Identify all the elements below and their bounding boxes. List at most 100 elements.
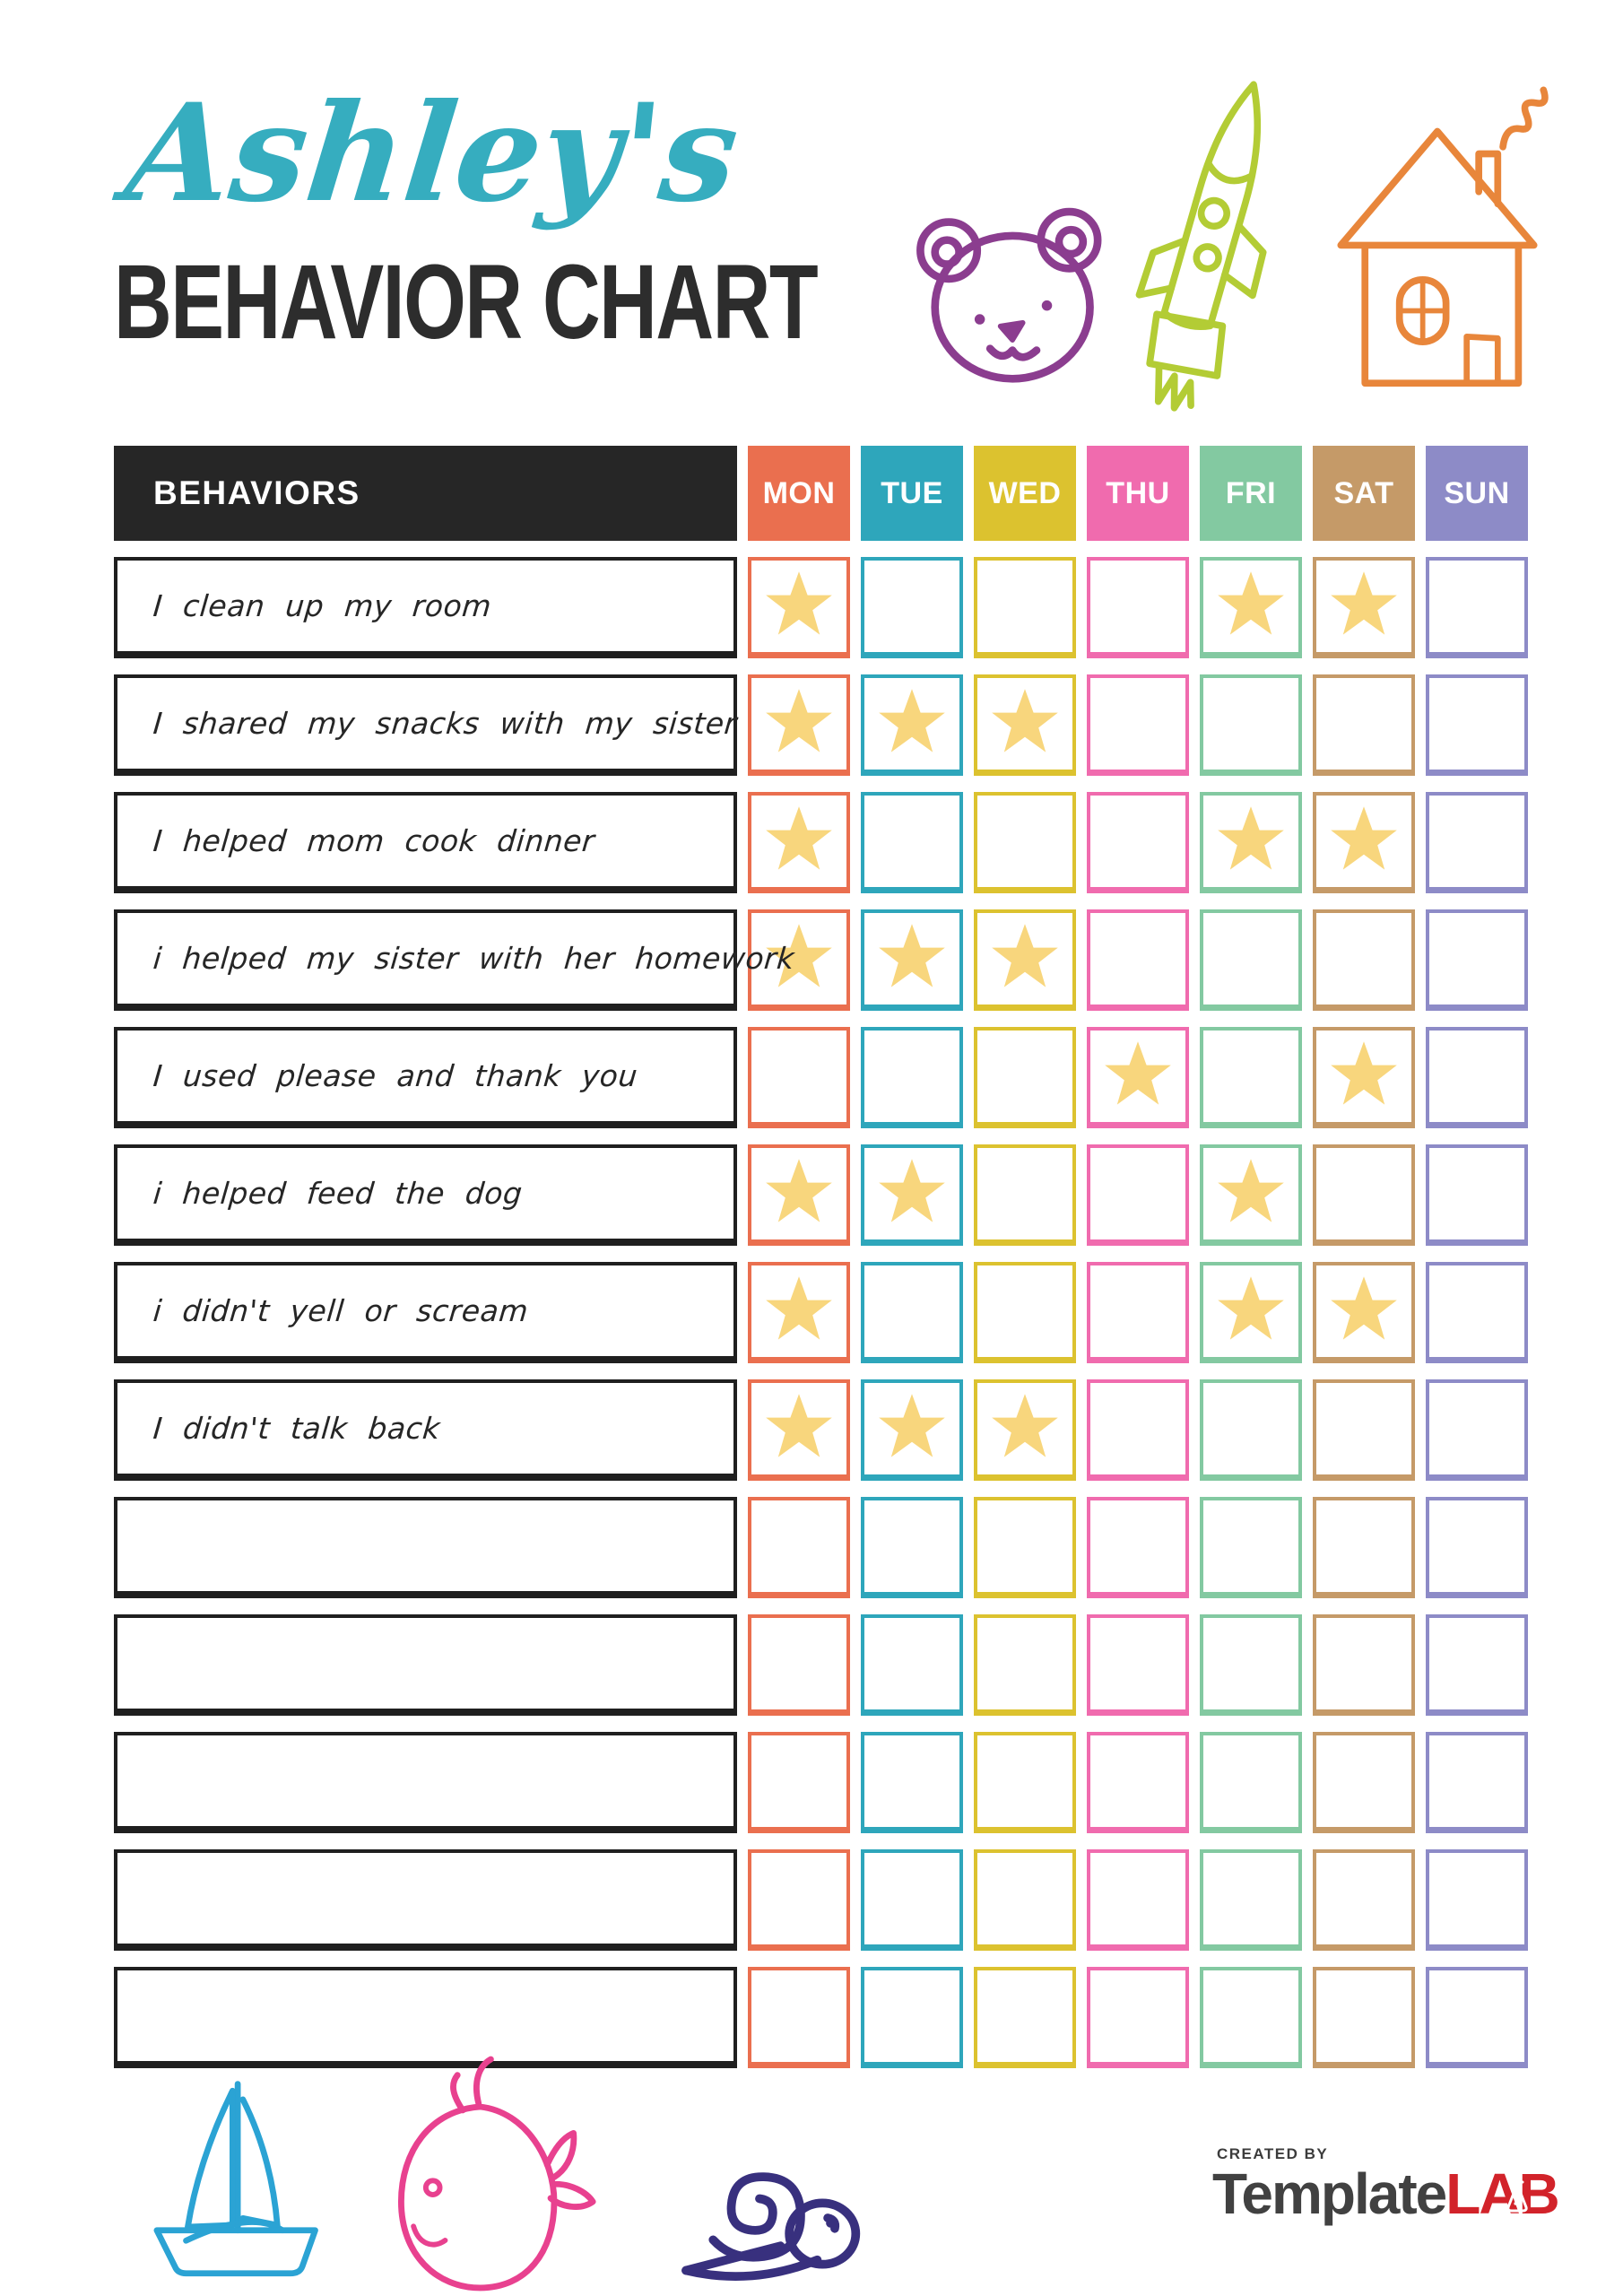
- day-cell-fri: [1200, 909, 1302, 1011]
- day-cell-sat: [1313, 1262, 1415, 1363]
- day-cell-sat: [1313, 674, 1415, 776]
- day-cell-sun: [1426, 674, 1528, 776]
- day-cell-fri: [1200, 1732, 1302, 1833]
- star-icon: [766, 571, 832, 635]
- rocket-icon: [1128, 70, 1316, 420]
- day-cell-fri: [1200, 1262, 1302, 1363]
- day-cell-tue: [861, 1144, 963, 1246]
- day-cell-sun: [1426, 1849, 1528, 1951]
- created-by-label: CREATED BY: [1217, 2145, 1329, 2162]
- star-icon: [1331, 1041, 1397, 1105]
- day-cell-tue: [861, 1379, 963, 1481]
- day-cell-sat: [1313, 1497, 1415, 1598]
- day-cell-sat: [1313, 557, 1415, 658]
- day-cell-tue: [861, 674, 963, 776]
- day-cell-thu: [1087, 909, 1189, 1011]
- behavior-label-cell: I didn't talk back: [114, 1379, 737, 1481]
- day-cell-tue: [861, 1027, 963, 1128]
- day-cell-sat: [1313, 1144, 1415, 1246]
- star-icon: [879, 924, 945, 987]
- star-icon: [992, 924, 1058, 987]
- star-icon: [1218, 1276, 1284, 1340]
- day-cell-wed: [974, 1379, 1076, 1481]
- behaviors-column-header: BEHAVIORS: [114, 446, 737, 541]
- day-cell-tue: [861, 1262, 963, 1363]
- day-cell-fri: [1200, 792, 1302, 893]
- day-cell-mon: [748, 1497, 850, 1598]
- day-cell-sun: [1426, 1732, 1528, 1833]
- whale-icon: [375, 2052, 599, 2294]
- behavior-label-cell: I used please and thank you: [114, 1027, 737, 1128]
- day-cell-sat: [1313, 792, 1415, 893]
- day-cell-sun: [1426, 1379, 1528, 1481]
- day-cell-sun: [1426, 909, 1528, 1011]
- behavior-label-cell: [114, 1732, 737, 1833]
- day-cell-tue: [861, 1849, 963, 1951]
- day-cell-sun: [1426, 1497, 1528, 1598]
- day-header-sat: SAT: [1313, 446, 1415, 541]
- page-title: BEHAVIOR CHART: [114, 243, 819, 361]
- behavior-text: i helped my sister with her homework: [152, 941, 796, 976]
- day-cell-sun: [1426, 792, 1528, 893]
- brand-lab-text: LAB: [1445, 2161, 1560, 2226]
- day-cell-thu: [1087, 1027, 1189, 1128]
- day-cell-sat: [1313, 1849, 1415, 1951]
- day-cell-fri: [1200, 674, 1302, 776]
- behavior-label-cell: I shared my snacks with my sister: [114, 674, 739, 776]
- day-cell-wed: [974, 1732, 1076, 1833]
- day-cell-fri: [1200, 1144, 1302, 1246]
- star-icon: [766, 689, 832, 752]
- star-icon: [1105, 1041, 1171, 1105]
- behavior-label-cell: i helped feed the dog: [114, 1144, 737, 1246]
- day-cell-fri: [1200, 1379, 1302, 1481]
- house-icon: [1325, 86, 1549, 394]
- snail-icon: [612, 2109, 872, 2289]
- star-icon: [1218, 571, 1284, 635]
- day-cell-mon: [748, 792, 850, 893]
- day-cell-fri: [1200, 1497, 1302, 1598]
- day-header-fri: FRI: [1200, 446, 1302, 541]
- day-cell-wed: [974, 1849, 1076, 1951]
- star-icon: [1218, 1159, 1284, 1222]
- star-icon: [766, 924, 832, 987]
- star-icon: [879, 1394, 945, 1457]
- behavior-label-cell: [114, 1849, 737, 1951]
- behavior-label-cell: I clean up my room: [114, 557, 737, 658]
- day-cell-sun: [1426, 1262, 1528, 1363]
- behavior-chart: BEHAVIORS MON TUE WED THU FRI SAT SUN I clean u…: [114, 446, 1528, 2068]
- behavior-label-cell: I helped mom cook dinner: [114, 792, 737, 893]
- behavior-label-cell: [114, 1967, 737, 2068]
- star-icon: [1331, 1276, 1397, 1340]
- day-cell-wed: [974, 557, 1076, 658]
- teddy-bear-icon: [907, 187, 1123, 388]
- star-icon: [766, 1276, 832, 1340]
- day-header-sun: SUN: [1426, 446, 1528, 541]
- day-cell-wed: [974, 792, 1076, 893]
- child-name-title: Ashley's: [118, 74, 746, 232]
- day-cell-sat: [1313, 909, 1415, 1011]
- day-cell-sun: [1426, 557, 1528, 658]
- behavior-label-cell: [114, 1497, 737, 1598]
- day-cell-mon: [748, 1262, 850, 1363]
- day-cell-thu: [1087, 1497, 1189, 1598]
- day-cell-mon: [748, 1379, 850, 1481]
- behavior-text: I didn't talk back: [152, 1411, 442, 1446]
- day-cell-wed: [974, 1967, 1076, 2068]
- day-header-mon: MON: [748, 446, 850, 541]
- day-cell-thu: [1087, 674, 1189, 776]
- day-cell-sat: [1313, 1732, 1415, 1833]
- day-cell-mon: [748, 1849, 850, 1951]
- behavior-text: i helped feed the dog: [152, 1176, 525, 1211]
- day-cell-mon: [748, 1027, 850, 1128]
- day-cell-sun: [1426, 1614, 1528, 1716]
- day-cell-wed: [974, 1614, 1076, 1716]
- day-cell-wed: [974, 674, 1076, 776]
- star-icon: [766, 1159, 832, 1222]
- day-cell-mon: [748, 557, 850, 658]
- behavior-text: I used please and thank you: [152, 1058, 639, 1093]
- day-cell-thu: [1087, 1614, 1189, 1716]
- day-cell-fri: [1200, 557, 1302, 658]
- behavior-text: I clean up my room: [152, 588, 493, 623]
- sailboat-icon: [133, 2059, 348, 2283]
